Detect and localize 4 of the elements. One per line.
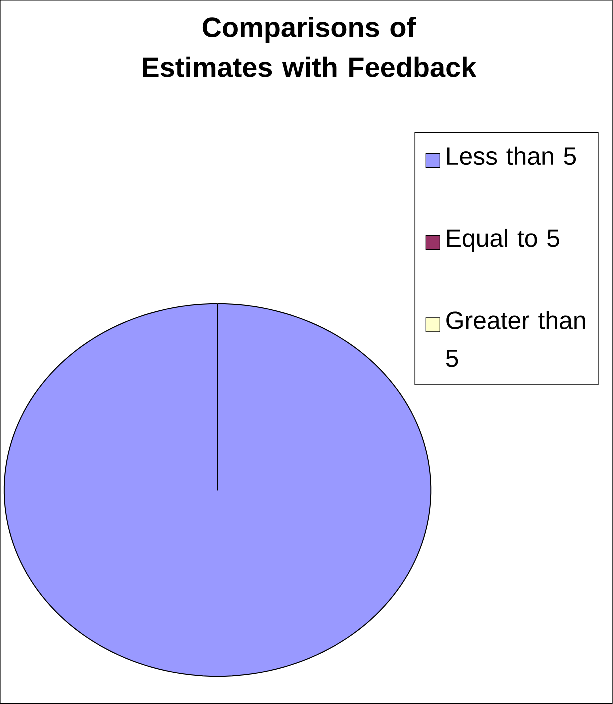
legend-label: Greater than 5 [446,311,586,368]
legend-label: Equal to 5 [447,228,560,252]
chart-title: Comparisons of Estimates with Feedback [143,16,477,78]
legend-label: Less than 5 [447,146,576,166]
